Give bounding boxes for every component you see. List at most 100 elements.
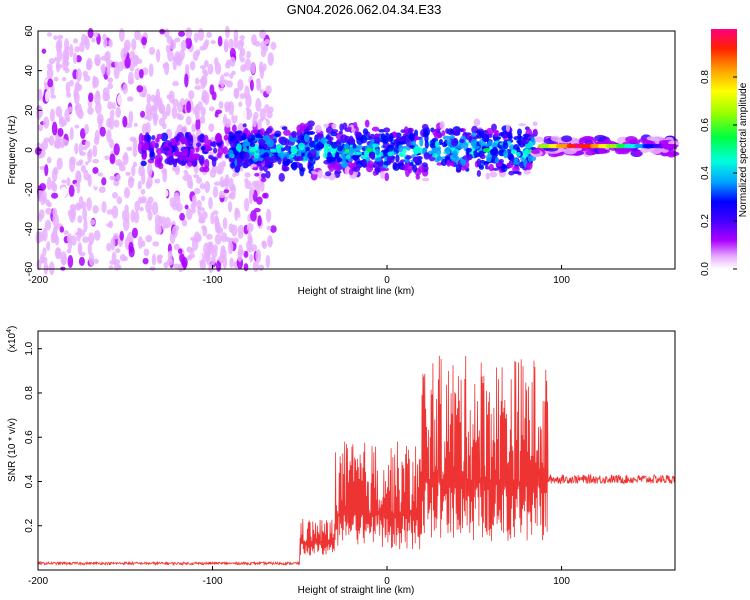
spectrogram-cell: [221, 160, 227, 168]
spectrogram-cell: [223, 72, 230, 77]
spectrogram-cell: [165, 103, 171, 117]
spectrogram-cell: [258, 138, 266, 146]
spectrogram-cell: [147, 175, 153, 188]
spectrogram-cell: [56, 157, 63, 170]
spectrogram-cell: [415, 174, 421, 180]
spectrogram-cell: [149, 46, 156, 56]
spectrogram-cell: [37, 88, 43, 101]
spectrogram-cell: [188, 152, 196, 162]
spectrogram-cell: [204, 180, 211, 193]
spectrogram-cell: [69, 79, 74, 87]
spectrogram-cell: [43, 116, 50, 129]
spectrogram-cell: [114, 248, 121, 254]
spectrogram-cell: [229, 257, 234, 268]
spectrogram-cell: [388, 132, 394, 142]
spectrogram-cell: [82, 70, 88, 77]
spectrogram-cell: [265, 208, 272, 223]
spectrogram-cell: [46, 177, 52, 191]
spectrogram-cell: [88, 252, 95, 266]
spectrogram-cell: [60, 251, 67, 266]
spectrogram-cell: [82, 236, 89, 243]
spectrogram-cell: [44, 90, 50, 103]
spectrogram-cell: [492, 167, 499, 171]
spectrogram-cell: [264, 103, 270, 114]
spectrogram-cell: [334, 170, 342, 174]
spectrogram-cell: [520, 139, 527, 145]
spectrogram-cell: [222, 254, 228, 269]
spectrogram-cell: [134, 200, 141, 212]
spectrogram-cell: [173, 151, 181, 156]
colorbar-label: Normalized spectral amplitude: [738, 82, 749, 217]
spectrogram-cell: [334, 151, 340, 159]
spectrogram-cell: [459, 159, 467, 164]
spectrogram-cell: [230, 224, 238, 237]
spectrogram-cell: [154, 178, 161, 184]
spectrogram-cell: [166, 35, 173, 45]
spectrogram-cell: [283, 145, 292, 151]
spectrogram-cell: [213, 181, 221, 186]
spectrogram-cell: [179, 212, 185, 221]
spectrogram-cell: [131, 165, 136, 177]
spectrogram-cell: [265, 127, 273, 134]
spectrogram-cell: [107, 83, 114, 90]
spectrogram-cell: [237, 79, 244, 91]
spectrogram-cell: [196, 49, 201, 56]
spectrogram-cell: [347, 158, 354, 162]
spectrogram-cell: [104, 51, 110, 63]
spectrogram-cell: [478, 164, 485, 170]
spectrogram-cell: [513, 160, 520, 165]
spectrogram-cell: [56, 48, 63, 62]
spectrogram-cell: [204, 158, 210, 169]
spectrogram-cell: [93, 136, 100, 145]
spectrogram-cell: [228, 38, 234, 50]
spectrogram-cell: [57, 34, 64, 40]
spectrogram-cell: [466, 153, 473, 161]
spectrogram-cell: [131, 38, 137, 51]
snr-y-tick-label: 0.8: [24, 386, 35, 400]
spectrogram-cell: [450, 154, 458, 162]
spectrogram-cell: [255, 98, 262, 112]
spectrogram-cell: [106, 209, 114, 215]
spectrogram-cell: [93, 229, 101, 241]
spectrogram-cell: [87, 28, 94, 39]
spectrogram-cell: [274, 133, 281, 137]
spectrogram-cell: [141, 240, 146, 248]
spectrogram-cell: [296, 139, 301, 144]
spectrogram-y-tick-label: 20: [24, 104, 35, 116]
spectrogram-cell: [344, 166, 351, 175]
spectrogram-cell: [157, 254, 164, 260]
spectrogram-cell: [412, 156, 421, 163]
spectrogram-cell: [142, 257, 149, 265]
spectrogram-cell: [59, 226, 65, 233]
spectrogram-cell: [178, 30, 186, 37]
spectrogram-cell: [93, 32, 99, 38]
spectrogram-cell: [53, 147, 59, 157]
spectrogram-cell: [522, 133, 531, 138]
spectrogram-cell: [259, 108, 266, 121]
spectrogram-cell: [252, 167, 258, 171]
spectrogram-cell: [640, 147, 649, 153]
spectrogram-cell: [231, 124, 237, 133]
spectrogram-cell: [74, 46, 81, 53]
spectrogram-cell: [192, 106, 199, 115]
spectrogram-cell: [60, 186, 68, 198]
spectrogram-cell: [476, 158, 482, 168]
spectrogram-cell: [139, 198, 146, 204]
spectrogram-cell: [92, 167, 99, 174]
spectrogram-cell: [197, 101, 203, 111]
spectrogram-cell: [164, 61, 170, 76]
spectrogram-cell: [83, 218, 88, 233]
spectrogram-cell: [115, 106, 121, 118]
colorbar: 0.0 0.2 0.4 0.6 0.8 Normalized spectral ampl…: [700, 29, 749, 276]
spectrogram-cell: [351, 154, 360, 159]
figure-title: GN04.2026.062.04.34.E33: [287, 2, 442, 17]
spectrogram-cell: [510, 149, 518, 155]
spectrogram-cell: [374, 136, 381, 144]
snr-y-tick-label: 0.6: [24, 430, 35, 444]
spectrogram-cell: [382, 135, 389, 144]
spectrogram-cell: [126, 146, 133, 151]
spectrogram-cell: [659, 139, 669, 145]
spectrogram-cell: [106, 129, 112, 143]
spectrogram-cell: [257, 215, 262, 227]
spectrogram-cell: [476, 169, 481, 177]
